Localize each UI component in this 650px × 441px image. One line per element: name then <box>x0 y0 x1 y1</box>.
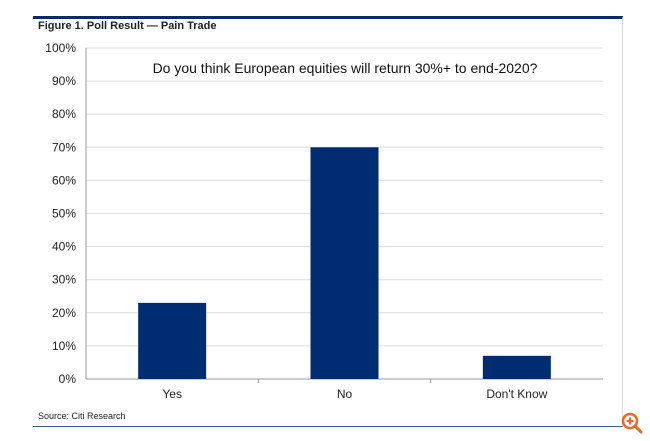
y-tick-label: 10% <box>52 339 76 353</box>
bar-don-t-know <box>482 355 551 379</box>
y-tick-label: 80% <box>52 107 76 121</box>
y-tick-label: 100% <box>45 41 76 55</box>
chart-title: Do you think European equities will retu… <box>153 60 538 76</box>
y-tick-label: 50% <box>52 207 76 221</box>
y-tick-label: 30% <box>52 273 76 287</box>
y-tick-label: 40% <box>52 240 76 254</box>
y-tick-label: 70% <box>52 140 76 154</box>
y-tick-label: 60% <box>52 173 76 187</box>
x-tick-label: Don't Know <box>486 387 547 401</box>
y-tick-label: 20% <box>52 306 76 320</box>
x-tick-label: Yes <box>162 387 182 401</box>
figure-frame <box>33 16 623 427</box>
y-tick-label: 0% <box>59 372 77 386</box>
bar-yes <box>138 302 207 379</box>
x-tick-label: No <box>337 387 353 401</box>
y-tick-label: 90% <box>52 74 76 88</box>
figure-title: Figure 1. Poll Result — Pain Trade <box>38 20 217 32</box>
bar-no <box>310 147 379 379</box>
zoom-in-icon[interactable] <box>621 412 643 434</box>
source-note: Source: Citi Research <box>38 411 126 421</box>
